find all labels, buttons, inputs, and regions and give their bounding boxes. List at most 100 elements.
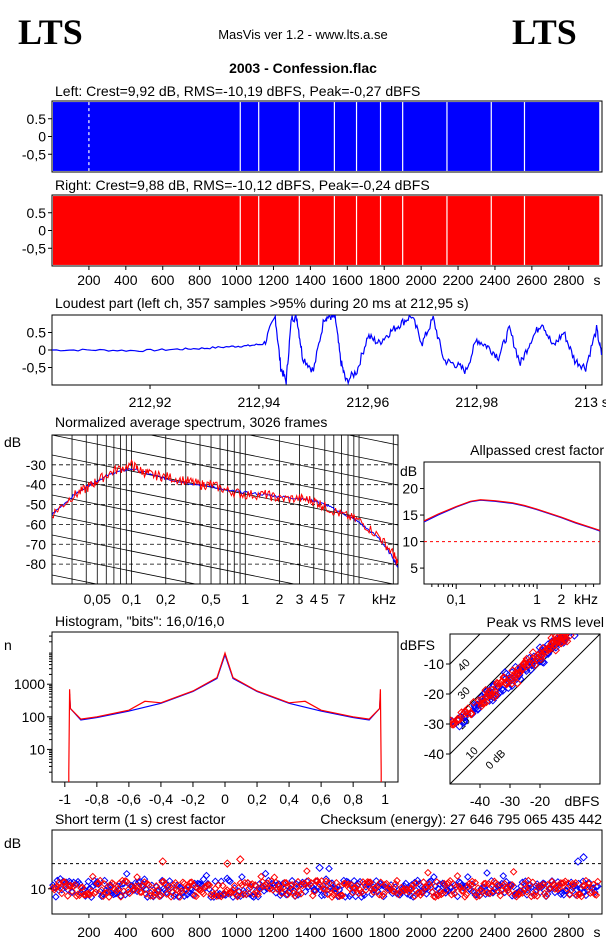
left-ytick-label: 0 <box>38 129 46 145</box>
shortcrest-point <box>338 891 347 900</box>
shortcrest-point <box>251 881 260 889</box>
shortcrest-point <box>379 890 388 898</box>
shortcrest-point <box>283 890 292 899</box>
peakrms-point <box>566 634 575 640</box>
peakrms-point <box>562 636 572 646</box>
shortcrest-point <box>199 889 208 898</box>
right-xtick-label: 2800 <box>553 272 584 288</box>
shortcrest-point <box>350 876 358 885</box>
peakrms-point <box>483 690 493 699</box>
right-xtick-label: 200 <box>77 272 101 288</box>
shortcrest-point <box>280 878 289 887</box>
spectrum-series-right <box>52 458 398 566</box>
right-waveform-title: Right: Crest=9,88 dB, RMS=-10,12 dBFS, P… <box>55 177 430 193</box>
shortcrest-point <box>413 876 422 885</box>
peakrms-point <box>515 667 525 677</box>
peakrms-series-right <box>450 634 575 729</box>
shortcrest-point <box>297 890 305 898</box>
shortcrest-frame <box>51 829 603 915</box>
peakrms-ytick-label: -40 <box>424 746 444 762</box>
shortcrest-point <box>277 889 286 898</box>
allpassed-ytick-label: 5 <box>410 560 418 576</box>
shortcrest-point <box>480 879 488 888</box>
shortcrest-point <box>261 869 270 878</box>
peakrms-xtick-label: -20 <box>530 793 550 809</box>
shortcrest-point <box>189 880 198 889</box>
shortcrest-point <box>94 879 103 888</box>
shortcrest-point <box>464 873 472 881</box>
shortcrest-point <box>149 892 158 900</box>
shortcrest-point <box>588 888 596 896</box>
shortcrest-point <box>589 880 598 889</box>
shortcrest-point <box>409 881 418 889</box>
shortcrest-point <box>539 880 547 889</box>
shortcrest-point <box>468 877 477 886</box>
histogram-chart: Histogram, "bits": 16,0/16,0 n 100010010… <box>4 613 399 807</box>
peakrms-point <box>521 662 531 671</box>
shortcrest-xtick-label: 2600 <box>516 924 547 940</box>
shortcrest-point <box>464 882 472 891</box>
shortcrest-point <box>53 882 62 890</box>
shortcrest-xtick-label: 600 <box>151 924 175 940</box>
shortcrest-point <box>322 877 330 886</box>
shortcrest-ytick-label: 10 <box>30 881 46 897</box>
peakrms-ylabel: dBFS <box>400 637 435 653</box>
shortcrest-point <box>226 888 234 896</box>
histogram-xtick-label: -0,8 <box>85 791 109 807</box>
spectrum-xtick-label: 5 <box>321 591 329 607</box>
loudest-part-line <box>51 314 603 386</box>
peakrms-point <box>450 716 456 726</box>
shortcrest-point <box>117 892 125 901</box>
shortcrest-point <box>401 879 410 888</box>
peakrms-point <box>511 672 521 681</box>
peakrms-point <box>453 714 462 724</box>
shortcrest-point <box>469 887 478 896</box>
spectrum-ytick-label: -70 <box>26 536 46 552</box>
shortcrest-point <box>365 878 373 887</box>
shortcrest-point <box>399 886 407 894</box>
peakrms-xtick-label: -40 <box>470 793 490 809</box>
peakrms-xtick-label: -30 <box>500 793 520 809</box>
histogram-title: Histogram, "bits": 16,0/16,0 <box>55 613 225 629</box>
shortcrest-point <box>294 877 302 886</box>
shortcrest-point <box>127 882 135 891</box>
spectrum-ytick-label: -80 <box>26 556 46 572</box>
right-signal-fill <box>53 196 600 265</box>
right-xtick-label: 2600 <box>516 272 547 288</box>
loudest-xtick-label: 212,94 <box>238 394 281 410</box>
spectrum-xtick-label: 0,05 <box>84 591 111 607</box>
peakrms-point <box>559 634 568 640</box>
peakrms-point <box>507 679 517 688</box>
average-spectrum-chart: Normalized average spectrum, 3026 frames… <box>4 414 399 607</box>
spectrum-xtick-label: 0,5 <box>201 591 221 607</box>
histogram-xtick-label: 0,8 <box>343 791 363 807</box>
allpassed-ytick-label: 10 <box>402 534 418 550</box>
shortcrest-point <box>78 883 87 892</box>
spectrum-ylabel: dB <box>4 434 21 450</box>
shortcrest-point <box>257 872 265 881</box>
shortcrest-point <box>105 893 113 901</box>
histogram-xtick-label: 0,6 <box>311 791 331 807</box>
peakrms-point <box>513 678 522 688</box>
shortcrest-point <box>202 871 211 880</box>
shortcrest-point <box>121 877 130 885</box>
histogram-frame <box>51 631 399 783</box>
allpassed-frame <box>423 461 601 585</box>
shortcrest-point <box>506 881 515 889</box>
shortcrest-point <box>493 880 502 889</box>
histogram-xtick-label: 1 <box>381 791 389 807</box>
shortcrest-point <box>500 879 509 888</box>
shortcrest-point <box>168 888 177 897</box>
shortcrest-outlier-point <box>223 859 232 868</box>
shortcrest-point <box>171 879 180 887</box>
shortcrest-point <box>394 890 403 899</box>
spectrum-frame <box>51 434 399 585</box>
left-signal-fill <box>53 102 600 171</box>
shortcrest-point <box>111 890 119 898</box>
shortcrest-point <box>435 888 444 896</box>
shortcrest-point <box>109 880 118 888</box>
peakrms-point <box>537 652 546 661</box>
shortcrest-point <box>407 884 416 893</box>
shortcrest-point <box>156 892 165 900</box>
